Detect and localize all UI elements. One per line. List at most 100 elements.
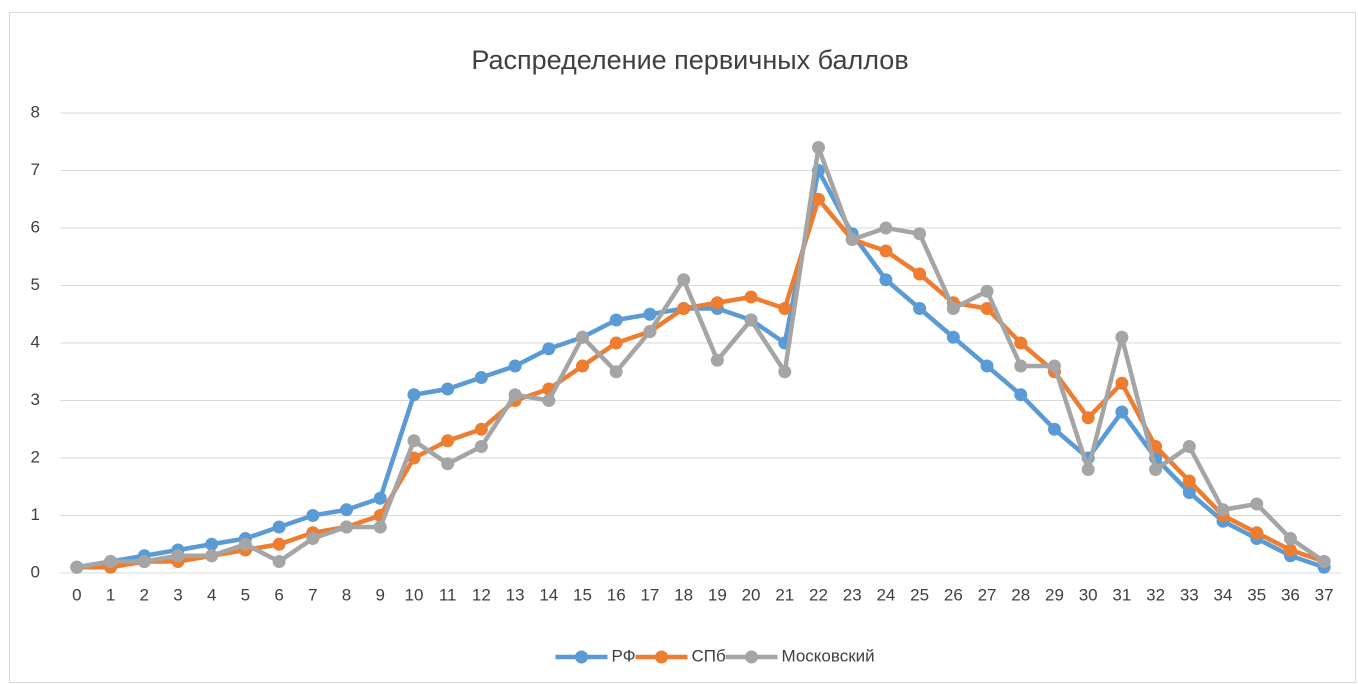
point bbox=[340, 520, 354, 534]
point bbox=[913, 302, 927, 315]
x-tick-label: 24 bbox=[876, 585, 895, 604]
point bbox=[1317, 555, 1331, 568]
point bbox=[441, 382, 455, 396]
point bbox=[474, 371, 488, 384]
legend-label: СПб bbox=[692, 646, 726, 665]
x-tick-label: 22 bbox=[809, 585, 828, 604]
point bbox=[508, 359, 522, 373]
legend-marker bbox=[655, 650, 668, 664]
x-tick-label: 35 bbox=[1247, 585, 1266, 604]
point bbox=[205, 537, 219, 551]
point bbox=[677, 302, 691, 315]
x-tick-label: 34 bbox=[1214, 585, 1233, 604]
y-tick-label: 1 bbox=[31, 505, 40, 524]
point bbox=[407, 388, 421, 402]
point bbox=[1014, 359, 1028, 373]
x-tick-label: 29 bbox=[1045, 585, 1064, 604]
point bbox=[340, 503, 354, 517]
point bbox=[373, 520, 387, 534]
point bbox=[441, 434, 455, 448]
x-tick-label: 32 bbox=[1146, 585, 1165, 604]
point bbox=[542, 394, 556, 407]
point bbox=[710, 296, 724, 310]
point bbox=[879, 221, 893, 235]
point bbox=[1047, 422, 1061, 436]
point bbox=[1014, 388, 1028, 402]
x-tick-label: 15 bbox=[573, 585, 592, 604]
chart-title: Распределение первичных баллов bbox=[471, 45, 908, 75]
x-tick-label: 19 bbox=[708, 585, 727, 604]
point bbox=[1115, 376, 1129, 390]
point bbox=[306, 509, 320, 522]
y-tick-label: 3 bbox=[31, 390, 40, 409]
series-line bbox=[76, 145, 1326, 570]
point bbox=[778, 365, 792, 379]
point bbox=[407, 434, 421, 448]
point bbox=[609, 365, 623, 379]
x-tick-label: 21 bbox=[775, 585, 794, 604]
point bbox=[272, 520, 286, 534]
point bbox=[104, 555, 118, 568]
x-tick-label: 13 bbox=[506, 585, 525, 604]
point bbox=[980, 284, 994, 298]
x-tick-label: 9 bbox=[376, 585, 385, 604]
legend-marker bbox=[575, 650, 588, 664]
point bbox=[744, 313, 758, 327]
x-tick-label: 3 bbox=[173, 585, 182, 604]
x-tick-label: 17 bbox=[640, 585, 659, 604]
point bbox=[137, 555, 151, 568]
x-tick-label: 27 bbox=[978, 585, 997, 604]
point bbox=[272, 555, 286, 568]
point bbox=[171, 549, 185, 563]
point bbox=[609, 336, 623, 350]
point bbox=[1250, 526, 1264, 540]
point bbox=[306, 532, 320, 545]
y-tick-label: 6 bbox=[31, 217, 40, 236]
point bbox=[1081, 411, 1095, 425]
point bbox=[1182, 486, 1196, 499]
point bbox=[811, 141, 825, 154]
point bbox=[1283, 543, 1297, 557]
x-tick-label: 26 bbox=[944, 585, 963, 604]
x-tick-label: 30 bbox=[1079, 585, 1098, 604]
y-tick-label: 7 bbox=[31, 160, 40, 179]
legend-label: Московский bbox=[782, 646, 875, 665]
legend-label: РФ bbox=[612, 646, 636, 665]
point bbox=[980, 302, 994, 315]
x-tick-label: 10 bbox=[404, 585, 423, 604]
point bbox=[811, 192, 825, 206]
x-tick-label: 12 bbox=[472, 585, 491, 604]
x-tick-label: 36 bbox=[1281, 585, 1300, 604]
x-tick-label: 4 bbox=[207, 585, 216, 604]
point bbox=[980, 359, 994, 373]
point bbox=[1081, 463, 1095, 476]
point bbox=[1115, 405, 1129, 419]
point bbox=[1014, 336, 1028, 350]
point bbox=[576, 359, 590, 373]
x-tick-label: 8 bbox=[342, 585, 351, 604]
point bbox=[441, 457, 455, 471]
point bbox=[373, 491, 387, 505]
chart-border bbox=[9, 12, 1356, 683]
point bbox=[205, 549, 219, 563]
x-tick-label: 5 bbox=[241, 585, 250, 604]
point bbox=[913, 227, 927, 241]
x-tick-label: 0 bbox=[72, 585, 81, 604]
point bbox=[744, 290, 758, 304]
point bbox=[677, 273, 691, 287]
y-tick-label: 0 bbox=[31, 562, 40, 581]
point bbox=[946, 302, 960, 315]
legend-marker bbox=[745, 650, 758, 664]
point bbox=[710, 353, 724, 367]
x-tick-label: 16 bbox=[607, 585, 626, 604]
x-tick-label: 7 bbox=[308, 585, 317, 604]
x-tick-label: 33 bbox=[1180, 585, 1199, 604]
point bbox=[542, 342, 556, 356]
point bbox=[778, 302, 792, 315]
x-tick-label: 6 bbox=[274, 585, 283, 604]
point bbox=[1047, 359, 1061, 373]
point bbox=[272, 537, 286, 551]
x-tick-label: 25 bbox=[910, 585, 929, 604]
x-tick-label: 14 bbox=[539, 585, 558, 604]
